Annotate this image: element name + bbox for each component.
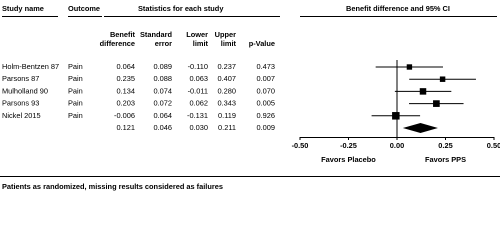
stat-value: 0.121: [117, 123, 136, 132]
stat-value: 0.009: [257, 123, 276, 132]
stat-header: Benefit: [110, 30, 136, 39]
stat-value: 0.407: [218, 74, 237, 83]
stat-value: 0.280: [218, 86, 237, 95]
stat-value: 0.070: [257, 86, 276, 95]
stat-value: 0.926: [257, 111, 276, 120]
footnote: Patients as randomized, missing results …: [2, 182, 223, 191]
outcome: Pain: [68, 62, 83, 71]
stat-value: -0.110: [188, 62, 208, 71]
stat-value: -0.006: [114, 111, 135, 120]
stat-header: limit: [193, 39, 209, 48]
stat-value: 0.473: [257, 62, 276, 71]
outcome: Pain: [68, 86, 83, 95]
study-name: Mulholland 90: [2, 86, 48, 95]
stat-value: 0.235: [117, 74, 136, 83]
favors-label: Favors PPS: [425, 155, 466, 164]
point-estimate: [439, 76, 446, 82]
study-name: Parsons 87: [2, 74, 39, 83]
stat-value: 0.030: [190, 123, 209, 132]
stat-header: difference: [100, 39, 135, 48]
outcome: Pain: [68, 74, 83, 83]
stat-header: Standard: [140, 30, 173, 39]
stat-value: 0.203: [117, 99, 136, 108]
stat-value: 0.063: [190, 74, 209, 83]
column-title: Statistics for each study: [138, 4, 224, 13]
column-title: Outcome: [68, 4, 100, 13]
stat-value: 0.134: [117, 86, 136, 95]
x-tick-label: -0.50: [292, 141, 309, 150]
x-tick-label: 0.50: [487, 141, 500, 150]
x-tick-label: 0.25: [438, 141, 452, 150]
stat-value: 0.007: [257, 74, 276, 83]
point-estimate: [433, 100, 440, 107]
stat-value: -0.131: [187, 111, 208, 120]
stat-value: 0.343: [218, 99, 237, 108]
stat-value: 0.074: [154, 86, 173, 95]
stat-value: 0.046: [154, 123, 173, 132]
stat-value: 0.089: [154, 62, 173, 71]
stat-value: 0.211: [218, 123, 236, 132]
x-tick-label: 0.00: [390, 141, 404, 150]
point-estimate: [392, 112, 400, 120]
chart-title: Benefit difference and 95% CI: [346, 4, 450, 13]
point-estimate: [419, 88, 427, 95]
stat-header: limit: [221, 39, 237, 48]
x-tick-label: -0.25: [340, 141, 357, 150]
stat-header: Lower: [186, 30, 208, 39]
forest-plot: Study name Outcome Statistics for each s…: [0, 4, 500, 191]
stat-value: -0.011: [188, 86, 208, 95]
stat-header: p-Value: [249, 39, 275, 48]
outcome: Pain: [68, 111, 83, 120]
stat-value: 0.064: [117, 62, 136, 71]
stat-value: 0.005: [257, 99, 276, 108]
stat-value: 0.237: [218, 62, 237, 71]
outcome: Pain: [68, 99, 83, 108]
point-estimate: [406, 64, 413, 70]
stat-header: error: [155, 39, 172, 48]
study-name: Parsons 93: [2, 99, 39, 108]
stat-value: 0.072: [154, 99, 173, 108]
stat-value: 0.062: [190, 99, 209, 108]
stat-value: 0.119: [218, 111, 236, 120]
favors-label: Favors Placebo: [321, 155, 376, 164]
study-name: Holm-Bentzen 87: [2, 62, 59, 71]
stat-header: Upper: [215, 30, 236, 39]
stat-value: 0.064: [154, 111, 173, 120]
column-title: Study name: [2, 4, 44, 13]
stat-value: 0.088: [154, 74, 173, 83]
summary-diamond: [402, 123, 438, 133]
study-name: Nickel 2015: [2, 111, 41, 120]
